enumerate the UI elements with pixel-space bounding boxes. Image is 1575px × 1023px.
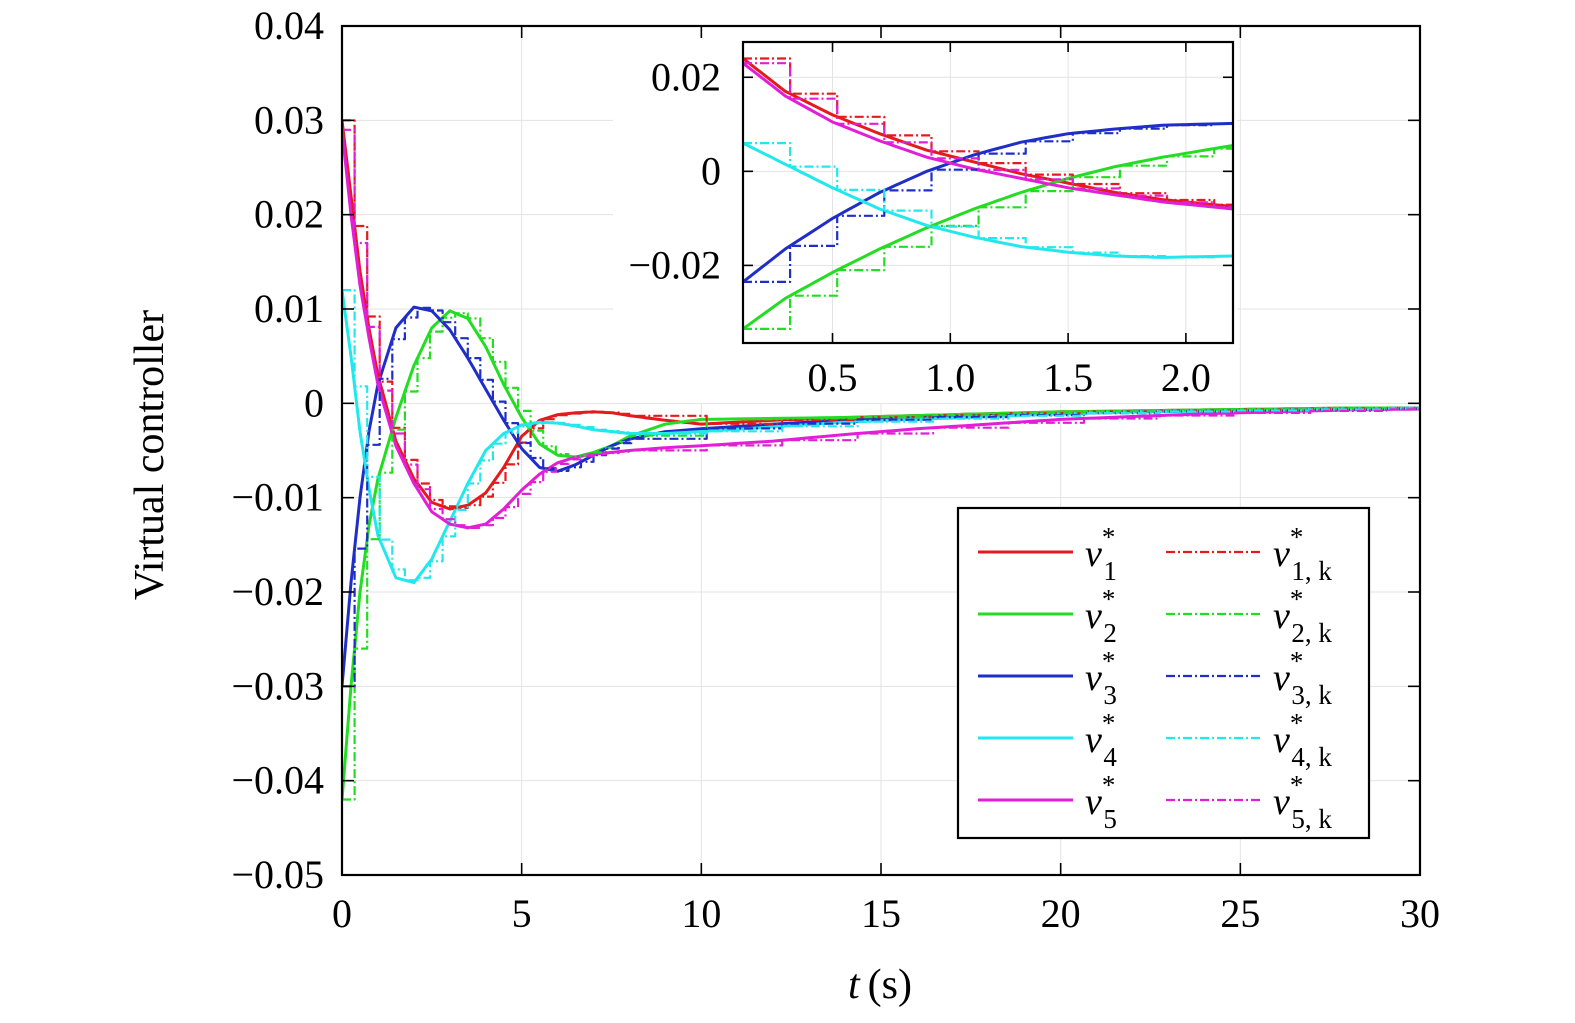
x-tick-label: 20 xyxy=(1041,891,1081,936)
y-tick-label: 0.03 xyxy=(254,97,324,142)
legend-var: v xyxy=(1085,657,1102,699)
series-line-9 xyxy=(342,289,1420,582)
inset-grid xyxy=(743,42,1233,343)
x-tick-label: 2.0 xyxy=(1161,355,1211,400)
legend-label-v4k: v* 4, k xyxy=(1273,708,1332,772)
legend-sup: * xyxy=(1290,584,1304,614)
legend-sup: * xyxy=(1290,770,1304,800)
legend-var: v xyxy=(1273,657,1290,699)
series-line-8 xyxy=(743,122,1233,283)
legend-sub: 1 xyxy=(1103,556,1117,586)
y-tick-label: 0.02 xyxy=(254,192,324,237)
y-tick-label: −0.05 xyxy=(231,852,324,897)
series-line-6 xyxy=(342,119,1420,509)
x-tick-label: 30 xyxy=(1400,891,1440,936)
series-line-10 xyxy=(342,128,1420,529)
legend-sub: 3 xyxy=(1103,680,1117,710)
inset-axis-ticks: 0.5 1.0 1.5 2.0 0.02 0 −0.02 xyxy=(628,42,1233,400)
legend-sup: * xyxy=(1102,770,1116,800)
legend-label-v3k: v* 3, k xyxy=(1273,646,1332,710)
x-axis-label-var: t xyxy=(848,962,861,1008)
legend-label-v5: v* 5 xyxy=(1085,770,1117,834)
legend-sub-k: k xyxy=(1318,804,1332,834)
legend-sup: * xyxy=(1290,522,1304,552)
series-line-7 xyxy=(342,312,1420,801)
y-tick-label: −0.02 xyxy=(231,569,324,614)
legend-var: v xyxy=(1273,719,1290,761)
y-tick-label: 0.02 xyxy=(651,54,721,99)
legend-var: v xyxy=(1273,533,1290,575)
legend-box xyxy=(956,506,1371,840)
x-tick-label: 1.5 xyxy=(1043,355,1093,400)
legend-sub: 2, xyxy=(1291,618,1318,648)
legend-sub: 4, xyxy=(1291,742,1318,772)
legend-sup: * xyxy=(1290,646,1304,676)
y-tick-label: 0.04 xyxy=(254,3,324,48)
main-axis-ticks: 0 5 10 15 20 25 300.040.030.020.010−0.01−0.02−… xyxy=(231,3,1440,936)
inset-plot-frame xyxy=(741,40,1235,345)
legend-sub-k: k xyxy=(1318,556,1332,586)
y-axis-label: Virtual controller xyxy=(127,310,173,600)
legend-var: v xyxy=(1085,781,1102,823)
legend-label-v1: v* 1 xyxy=(1085,522,1117,586)
y-tick-label: 0 xyxy=(304,380,324,425)
legend-label-v2: v* 2 xyxy=(1085,584,1117,648)
series-line-10 xyxy=(743,62,1233,209)
legend-sub: 3, xyxy=(1291,680,1318,710)
legend-sub: 5 xyxy=(1103,804,1117,834)
legend-sub: 5, xyxy=(1291,804,1318,834)
x-axis-label-unit: (s) xyxy=(868,962,912,1008)
legend-sup: * xyxy=(1290,708,1304,738)
legend-var: v xyxy=(1273,781,1290,823)
x-tick-label: 15 xyxy=(861,891,901,936)
x-tick-label: 0.5 xyxy=(808,355,858,400)
x-tick-label: 1.0 xyxy=(925,355,975,400)
legend-sub-k: k xyxy=(1318,680,1332,710)
inset-plot-lines xyxy=(743,57,1233,331)
series-line-7 xyxy=(743,145,1233,330)
legend-sub: 4 xyxy=(1103,742,1117,772)
legend-label-v3: v* 3 xyxy=(1085,646,1117,710)
legend-sup: * xyxy=(1102,584,1116,614)
x-tick-label: 5 xyxy=(512,891,532,936)
legend-label-v2k: v* 2, k xyxy=(1273,584,1332,648)
legend-sub: 1, xyxy=(1291,556,1318,586)
series-line-3 xyxy=(743,121,1233,284)
y-tick-label: 0.01 xyxy=(254,286,324,331)
legend-sub: 2 xyxy=(1103,618,1117,648)
y-tick-label: −0.01 xyxy=(231,475,324,520)
x-tick-label: 0 xyxy=(332,891,352,936)
x-tick-label: 10 xyxy=(681,891,721,936)
legend-label-v5k: v* 5, k xyxy=(1273,770,1332,834)
legend-label-v4: v* 4 xyxy=(1085,708,1117,772)
main-plot-lines xyxy=(342,119,1420,801)
y-tick-label: 0 xyxy=(701,148,721,193)
series-line-2 xyxy=(743,144,1233,331)
y-tick-label: −0.04 xyxy=(231,758,324,803)
legend-sub-k: k xyxy=(1318,742,1332,772)
legend-var: v xyxy=(1085,719,1102,761)
legend-label-v1k: v* 1, k xyxy=(1273,522,1332,586)
y-tick-label: −0.02 xyxy=(628,242,721,287)
legend-var: v xyxy=(1273,595,1290,637)
series-line-9 xyxy=(743,142,1233,259)
legend-sub-k: k xyxy=(1318,618,1332,648)
series-line-1 xyxy=(743,57,1233,209)
y-tick-label: −0.03 xyxy=(231,663,324,708)
x-tick-label: 25 xyxy=(1220,891,1260,936)
legend-sup: * xyxy=(1102,708,1116,738)
x-axis-label: t (s) xyxy=(848,962,912,1008)
legend-var: v xyxy=(1085,533,1102,575)
legend-sup: * xyxy=(1102,646,1116,676)
legend-var: v xyxy=(1085,595,1102,637)
legend: v* 1v* 2v* 3v* 4v* 5v* 1, kv* 2, kv* 3, kv* 4, kv… xyxy=(956,506,1371,840)
legend-sup: * xyxy=(1102,522,1116,552)
